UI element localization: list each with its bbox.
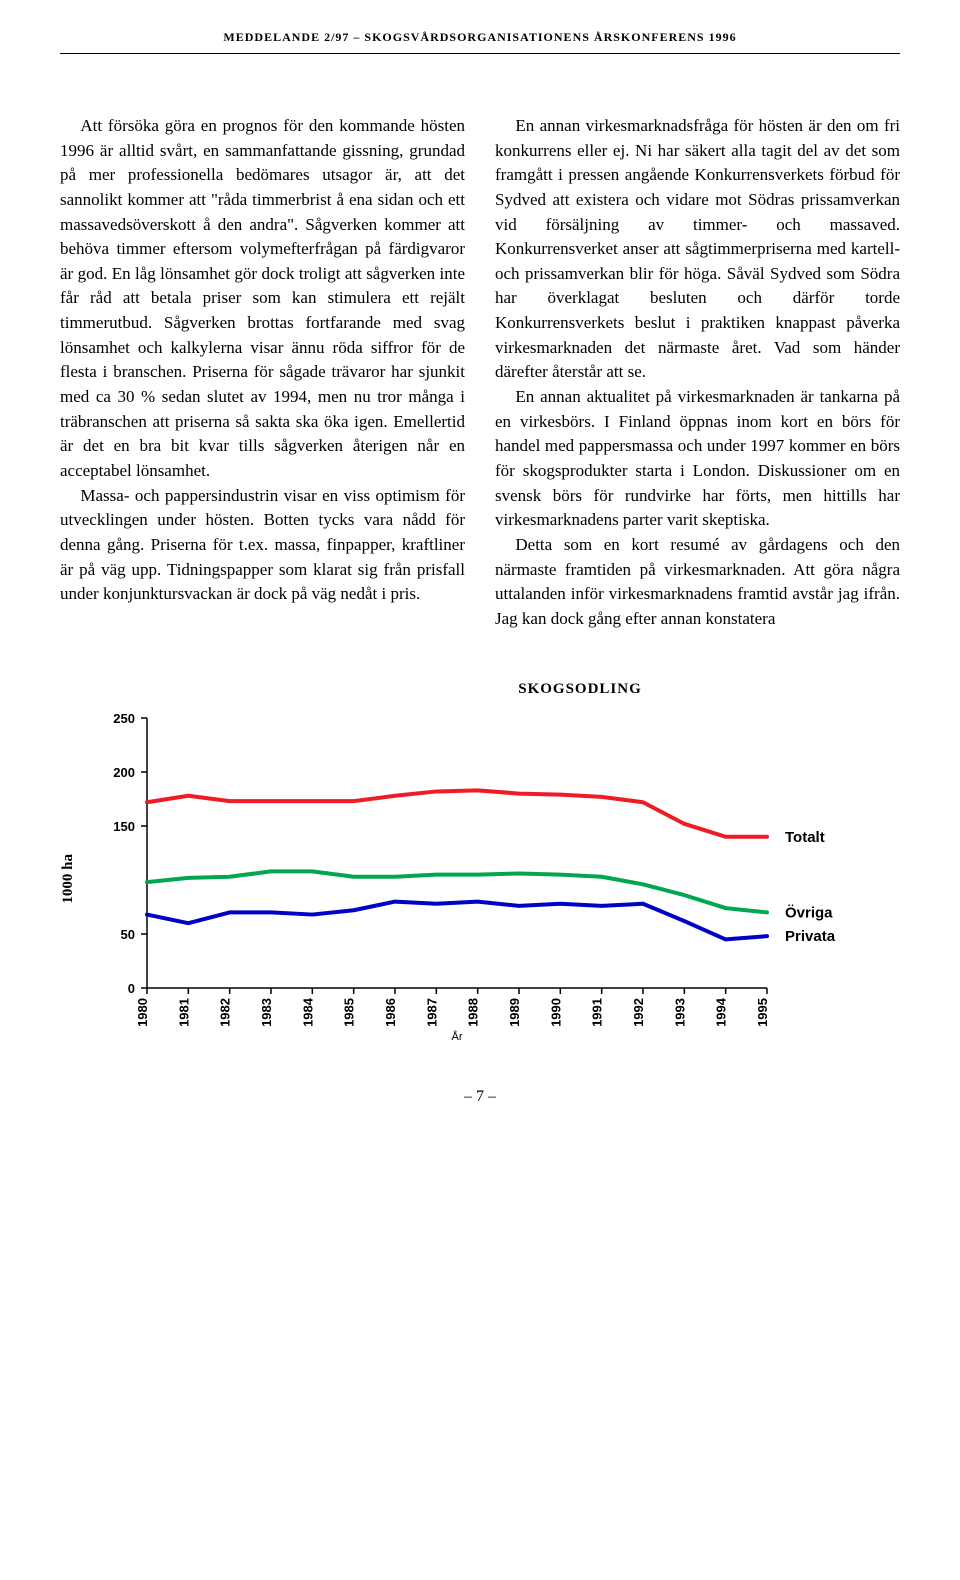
svg-text:1980: 1980 <box>135 998 150 1027</box>
svg-text:50: 50 <box>121 927 135 942</box>
svg-text:1987: 1987 <box>424 998 439 1027</box>
svg-text:1988: 1988 <box>466 998 481 1027</box>
chart-ylabel: 1000 ha <box>60 854 77 904</box>
svg-text:1990: 1990 <box>548 998 563 1027</box>
svg-text:1982: 1982 <box>218 998 233 1027</box>
svg-text:Privata: Privata <box>785 929 836 946</box>
svg-text:1981: 1981 <box>176 998 191 1027</box>
svg-text:1989: 1989 <box>507 998 522 1027</box>
para-1: Att försöka göra en prognos för den komm… <box>60 114 465 484</box>
svg-text:150: 150 <box>113 819 135 834</box>
chart-title: SKOGSODLING <box>260 681 900 698</box>
svg-text:1995: 1995 <box>755 998 770 1027</box>
page-number: – 7 – <box>60 1088 900 1106</box>
para-2: Massa- och pappersindustrin visar en vis… <box>60 484 465 607</box>
svg-text:Övriga: Övriga <box>785 905 833 922</box>
svg-text:1986: 1986 <box>383 998 398 1027</box>
svg-text:1983: 1983 <box>259 998 274 1027</box>
svg-text:250: 250 <box>113 711 135 726</box>
svg-text:1984: 1984 <box>300 998 315 1028</box>
page-header: MEDDELANDE 2/97 – SKOGSVÅRDSORGANISATION… <box>60 30 900 45</box>
svg-text:1992: 1992 <box>631 998 646 1027</box>
svg-text:1991: 1991 <box>590 998 605 1027</box>
svg-text:Totalt: Totalt <box>785 829 825 846</box>
line-chart: 0 50 150 200 250 1980 1981 1982 1983 1984 1985 1986… <box>87 708 867 1048</box>
para-4: En annan aktualitet på virkesmarknaden ä… <box>495 385 900 533</box>
para-3: En annan virkesmarknadsfråga för hösten … <box>495 114 900 385</box>
header-divider <box>60 53 900 54</box>
chart-section: SKOGSODLING 1000 ha 0 50 150 200 250 1980 1981… <box>60 681 900 1048</box>
para-5: Detta som en kort resumé av gårdagens oc… <box>495 533 900 632</box>
svg-text:0: 0 <box>128 981 135 996</box>
svg-text:200: 200 <box>113 765 135 780</box>
svg-text:1994: 1994 <box>714 998 729 1028</box>
body-text: Att försöka göra en prognos för den komm… <box>60 114 900 631</box>
svg-text:1985: 1985 <box>342 998 357 1027</box>
svg-text:1993: 1993 <box>672 998 687 1027</box>
svg-text:År: År <box>452 1030 463 1043</box>
